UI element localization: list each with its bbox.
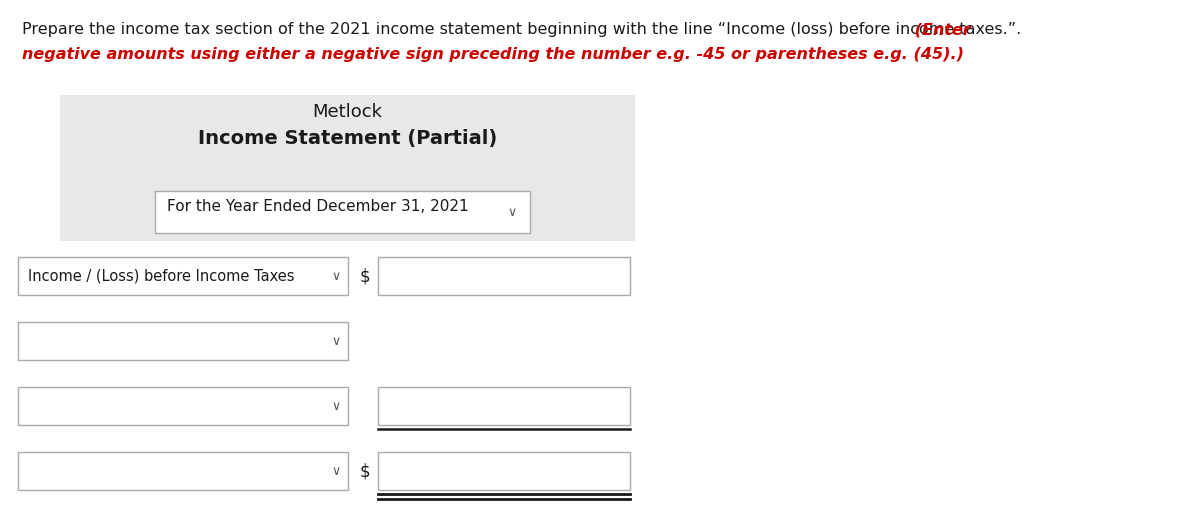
Text: ∨: ∨ bbox=[331, 400, 341, 412]
FancyBboxPatch shape bbox=[378, 387, 630, 425]
Text: Income / (Loss) before Income Taxes: Income / (Loss) before Income Taxes bbox=[28, 268, 294, 284]
FancyBboxPatch shape bbox=[18, 387, 348, 425]
FancyBboxPatch shape bbox=[18, 452, 348, 490]
Text: Metlock: Metlock bbox=[312, 103, 383, 121]
FancyBboxPatch shape bbox=[155, 191, 530, 233]
FancyBboxPatch shape bbox=[378, 257, 630, 295]
Text: ∨: ∨ bbox=[508, 205, 516, 219]
FancyBboxPatch shape bbox=[378, 452, 630, 490]
Text: $: $ bbox=[360, 267, 371, 285]
Text: For the Year Ended December 31, 2021: For the Year Ended December 31, 2021 bbox=[167, 199, 469, 214]
Text: negative amounts using either a negative sign preceding the number e.g. -45 or p: negative amounts using either a negative… bbox=[22, 47, 964, 62]
Text: Prepare the income tax section of the 2021 income statement beginning with the l: Prepare the income tax section of the 20… bbox=[22, 22, 1021, 37]
FancyBboxPatch shape bbox=[18, 257, 348, 295]
Text: Income Statement (Partial): Income Statement (Partial) bbox=[198, 129, 497, 148]
FancyBboxPatch shape bbox=[18, 322, 348, 360]
Text: ∨: ∨ bbox=[331, 464, 341, 477]
Text: $: $ bbox=[360, 462, 371, 480]
FancyBboxPatch shape bbox=[60, 95, 635, 241]
Text: ∨: ∨ bbox=[331, 335, 341, 347]
Text: ∨: ∨ bbox=[331, 269, 341, 283]
Text: (Enter: (Enter bbox=[910, 22, 971, 37]
